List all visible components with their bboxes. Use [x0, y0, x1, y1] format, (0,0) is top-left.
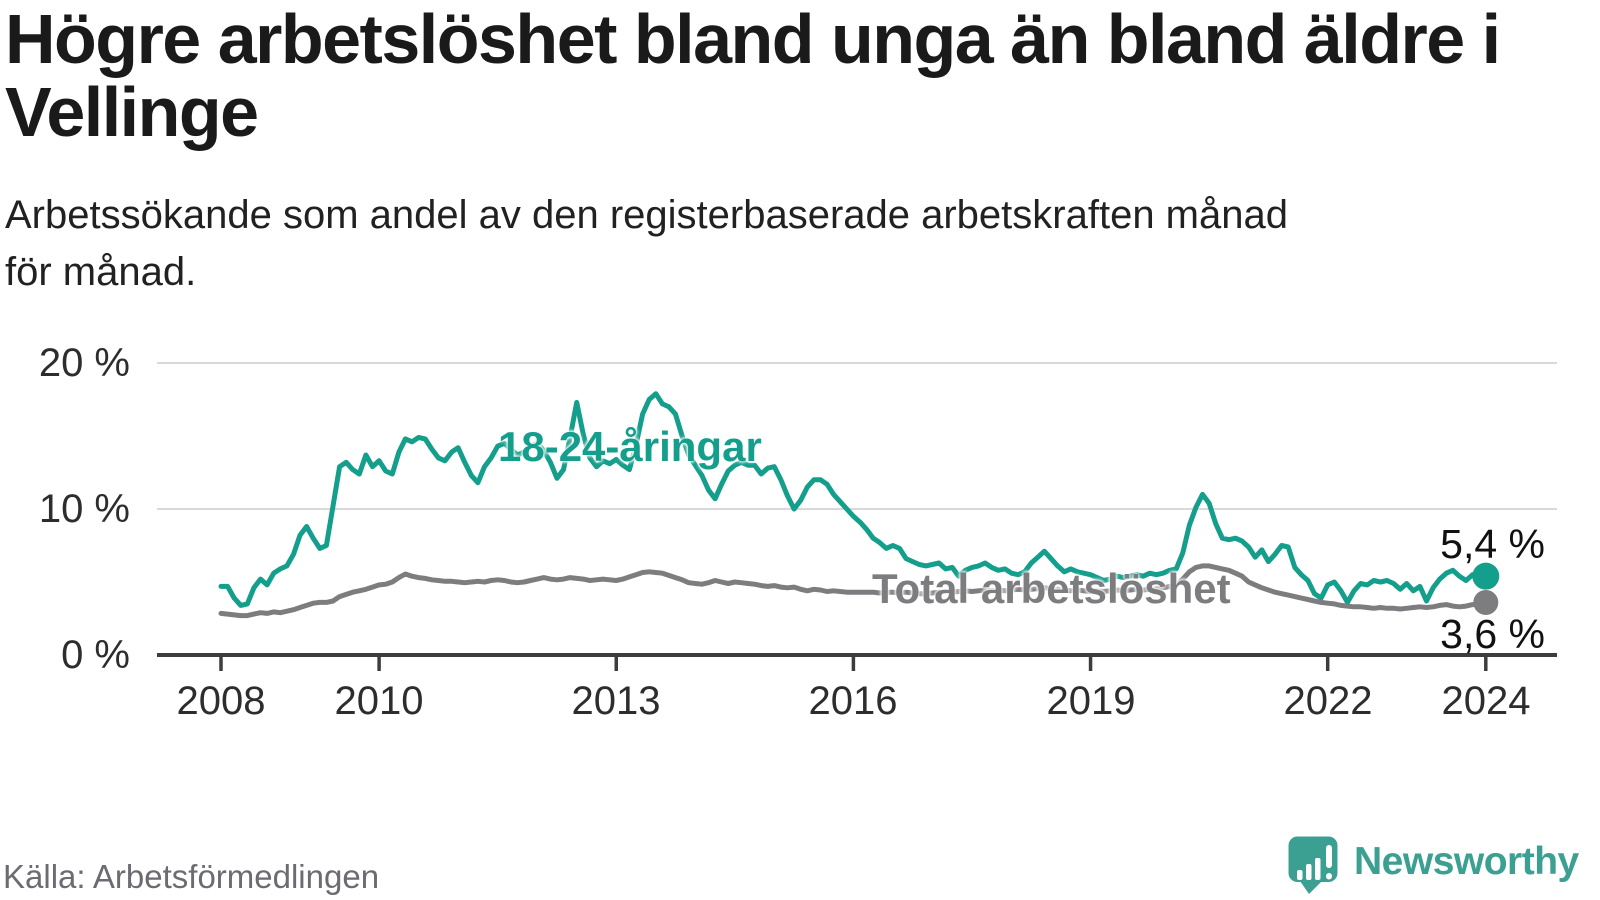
y-axis-label-0: 0 %	[61, 633, 130, 677]
brand-name: Newsworthy	[1354, 840, 1579, 883]
page-title-line-2: Vellinge	[5, 73, 259, 151]
source-attribution: Källa: Arbetsförmedlingen	[3, 858, 380, 895]
end-value-label-youth: 5,4 %	[1440, 521, 1545, 567]
series-label-total: Total arbetslöshet	[872, 565, 1231, 612]
y-axis-label-20: 20 %	[38, 341, 130, 385]
newsworthy-logo-icon	[1288, 836, 1338, 894]
x-axis-label-2024: 2024	[1441, 679, 1531, 723]
x-axis-label-2019: 2019	[1046, 679, 1136, 723]
x-axis-label-2022: 2022	[1283, 679, 1373, 723]
total-series-end-dot	[1473, 589, 1499, 615]
series-label-youth: 18-24-åringar	[498, 423, 762, 470]
y-axis-label-10: 10 %	[38, 487, 130, 531]
logo-bar-1	[1297, 870, 1303, 880]
logo-exclamation-bar	[1326, 845, 1332, 868]
logo-exclamation-dot	[1326, 873, 1332, 880]
logo-bar-3	[1315, 858, 1321, 880]
total-series-line	[218, 563, 1489, 619]
chart-subtitle-line-2: för månad.	[5, 250, 197, 294]
x-axis-label-2008: 2008	[176, 679, 266, 723]
logo-bar-2	[1306, 864, 1312, 880]
x-axis-label-2016: 2016	[808, 679, 898, 723]
x-axis-label-2013: 2013	[571, 679, 661, 723]
youth-series-line	[218, 391, 1489, 608]
youth-series-end-dot	[1472, 562, 1500, 590]
page-title-line-1: Högre arbetslöshet bland unga än bland ä…	[5, 0, 1501, 78]
x-axis-label-2010: 2010	[334, 679, 424, 723]
end-value-label-total: 3,6 %	[1440, 611, 1545, 657]
chart-subtitle-line-1: Arbetssökande som andel av den registerb…	[5, 193, 1288, 237]
logo-bubble-tail	[1300, 881, 1322, 894]
